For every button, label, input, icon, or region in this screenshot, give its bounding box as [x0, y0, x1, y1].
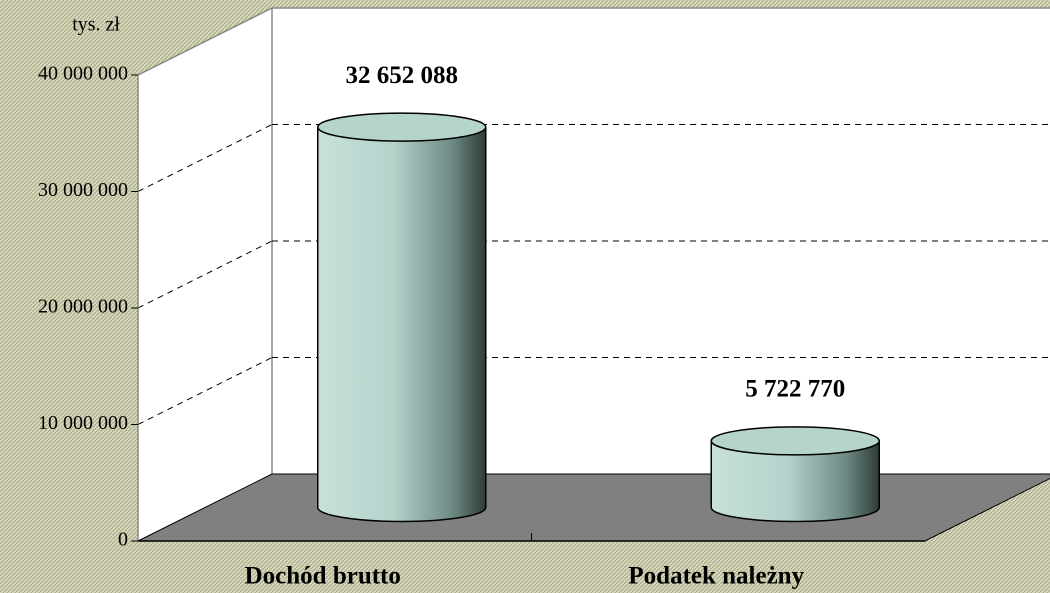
cylinder-body [317, 126, 487, 523]
y-tick-label: 10 000 000 [38, 412, 128, 434]
x-tick-label: Podatek należny [628, 563, 804, 590]
value-label: 5 722 770 [745, 376, 845, 403]
cylinder-body [710, 440, 880, 523]
y-axis-label: tys. zł [72, 14, 120, 36]
grid-line [137, 357, 273, 425]
y-tick-label: 20 000 000 [38, 296, 128, 318]
wall-top-edge [137, 7, 273, 76]
value-label: 32 652 088 [346, 62, 459, 89]
plot-walls [138, 8, 1050, 541]
cylinder-top [317, 112, 487, 142]
y-tick-label: 0 [118, 529, 128, 551]
x-tick-label: Dochód brutto [245, 563, 401, 590]
y-tick-label: 30 000 000 [38, 179, 128, 201]
grid-line [137, 240, 273, 309]
grid-line [137, 124, 273, 192]
y-tick-label: 40 000 000 [38, 63, 128, 85]
floor [137, 473, 1050, 542]
cylinder-top [710, 426, 880, 456]
